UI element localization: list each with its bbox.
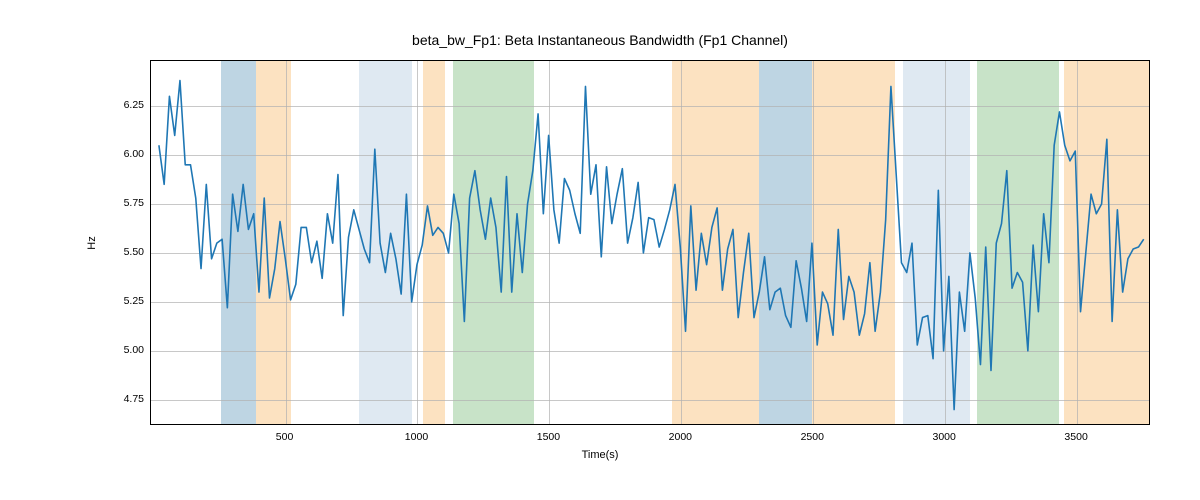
- chart-title: beta_bw_Fp1: Beta Instantaneous Bandwidt…: [0, 32, 1200, 48]
- x-tick-label: 500: [276, 431, 294, 443]
- y-tick-label: 5.25: [110, 295, 144, 307]
- x-tick-label: 1000: [405, 431, 428, 443]
- y-tick-label: 6.25: [110, 99, 144, 111]
- x-tick-label: 3000: [933, 431, 956, 443]
- series-path: [159, 81, 1144, 410]
- x-tick-label: 2500: [801, 431, 824, 443]
- figure: beta_bw_Fp1: Beta Instantaneous Bandwidt…: [0, 0, 1200, 500]
- y-tick-label: 5.00: [110, 344, 144, 356]
- x-axis-label: Time(s): [0, 449, 1200, 461]
- y-tick-label: 5.75: [110, 197, 144, 209]
- y-tick-label: 4.75: [110, 393, 144, 405]
- y-tick-label: 5.50: [110, 246, 144, 258]
- x-tick-label: 2000: [669, 431, 692, 443]
- plot-area: [150, 60, 1150, 425]
- line-series: [151, 61, 1149, 424]
- plot-inner: [151, 61, 1149, 424]
- y-tick-label: 6.00: [110, 148, 144, 160]
- y-axis-label: Hz: [86, 236, 98, 249]
- x-tick-label: 1500: [537, 431, 560, 443]
- x-tick-label: 3500: [1064, 431, 1087, 443]
